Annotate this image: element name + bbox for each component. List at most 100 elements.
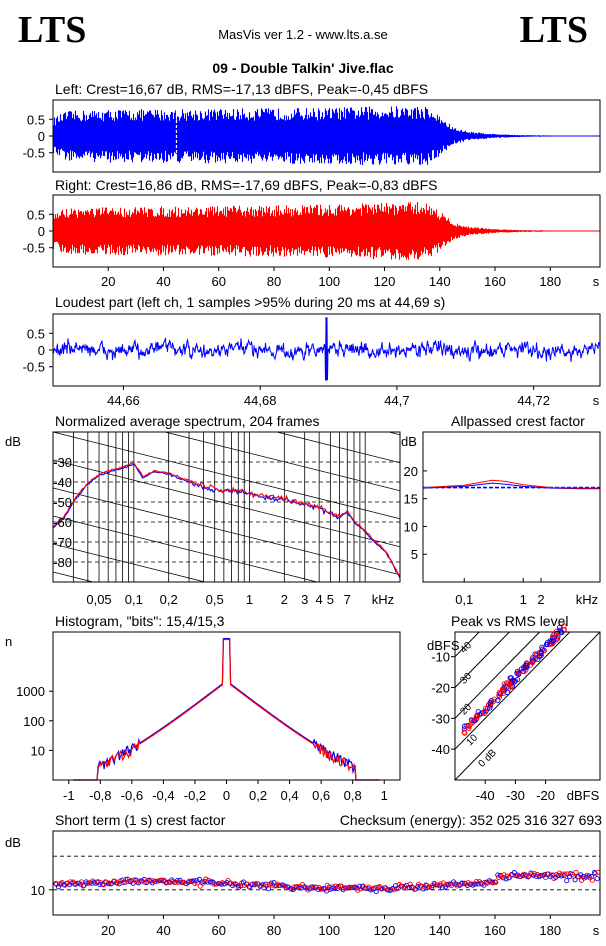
right-histogram-trace <box>73 638 380 781</box>
y-tick-label: -80 <box>53 555 72 570</box>
right-spectrum-trace <box>53 462 400 578</box>
short-crest-point <box>136 878 143 884</box>
peak-rms-diagonals <box>455 632 600 780</box>
short-crest-point <box>493 879 499 885</box>
app-title: MasVis ver 1.2 - www.lts.a.se <box>218 27 388 42</box>
x-axis-label: dBFS <box>567 788 600 803</box>
x-tick-label: 140 <box>429 274 451 289</box>
logo-left: LTS <box>18 9 87 51</box>
spectrum-frame <box>52 431 401 583</box>
short-crest-point <box>141 876 147 883</box>
short-crest-point <box>548 872 554 878</box>
short-crest-point <box>511 870 517 876</box>
short-crest-point <box>191 878 197 884</box>
short-crest-point <box>55 884 62 890</box>
loudest-part-plot: 0.5 0 -0.5 44,66 44,68 44,7 44,72 s <box>23 317 601 408</box>
x-tick-label: 4 <box>316 592 323 607</box>
short-crest-point <box>53 880 59 887</box>
short-crest-point <box>589 877 596 883</box>
short-crest-point <box>525 874 531 880</box>
peak-rms-point <box>529 659 536 666</box>
peak-rms-point <box>543 641 550 648</box>
short-crest-point <box>355 887 361 893</box>
x-tick-label: 0,1 <box>455 592 473 607</box>
slope-line <box>53 515 319 582</box>
crest-diagonal <box>455 632 600 780</box>
y-tick-label: -40 <box>431 742 450 757</box>
y-tick-label: 0.5 <box>27 207 45 222</box>
peak-rms-point <box>522 662 529 668</box>
x-tick-label: -1 <box>63 788 75 803</box>
spectrum-title: Normalized average spectrum, 204 frames <box>55 413 320 429</box>
short-crest-point <box>78 879 85 885</box>
short-crest-point <box>214 881 220 887</box>
short-crest-point <box>594 876 600 882</box>
y-tick-label: -0.5 <box>23 241 45 256</box>
spectrum-grid <box>53 432 400 582</box>
short-crest-point <box>475 881 481 887</box>
y-axis-label: dB <box>401 434 417 449</box>
peak-rms-point <box>532 651 538 657</box>
y-tick-label: 0 <box>38 224 45 239</box>
x-tick-label: 3 <box>301 592 308 607</box>
crest-diagonal <box>455 632 511 689</box>
short-crest-point <box>487 879 493 885</box>
short-crest-point <box>489 879 495 885</box>
loudest-frame <box>52 313 601 387</box>
spectrum-plot: dB -30 -40 -50 -60 -70 -80 0,05 0,1 0,2 0,5 1 2 3 4 5 7 k… <box>5 432 400 607</box>
y-tick-label: -30 <box>431 711 450 726</box>
x-tick-label: 100 <box>318 274 340 289</box>
histogram-plot: n 1000 100 10 -1 -0,8 -0,6 -0,4 -0,2 0 0,2 0,4 0,6 0,… <box>5 634 388 803</box>
peak-rms-point <box>482 710 488 717</box>
short-crest-point <box>341 885 347 891</box>
peak-rms-point <box>536 653 543 660</box>
short-crest-point <box>56 881 62 887</box>
x-tick-label: 20 <box>101 274 115 289</box>
peak-rms-point <box>554 634 561 640</box>
short-crest-point <box>326 884 332 890</box>
slope-line <box>53 459 400 548</box>
peak-rms-frame <box>454 631 601 781</box>
short-crest-point <box>252 882 258 888</box>
x-tick-label: 0 <box>223 788 230 803</box>
x-tick-label: -40 <box>476 788 495 803</box>
short-crest-point <box>404 885 410 891</box>
short-crest-point <box>415 883 421 890</box>
slope-line <box>53 432 400 520</box>
peak-rms-point <box>505 680 511 686</box>
peak-rms-point <box>495 697 501 703</box>
left-crest-trace <box>422 482 600 490</box>
x-tick-label: 0,1 <box>125 592 143 607</box>
short-crest-point <box>197 883 203 889</box>
left-waveform-frame <box>52 99 601 173</box>
short-crest-point <box>186 878 192 884</box>
y-axis-label: dB <box>5 835 21 850</box>
short-crest-point <box>194 877 200 884</box>
y-tick-label: 0 <box>38 129 45 144</box>
peak-rms-point <box>539 646 546 652</box>
x-tick-label: 0,5 <box>206 592 224 607</box>
short-crest-point <box>349 884 355 890</box>
crest-frame <box>422 431 601 583</box>
short-crest-point <box>471 881 477 887</box>
short-crest-point <box>249 882 255 888</box>
x-tick-label: 100 <box>318 923 340 938</box>
short-crest-point <box>189 878 195 884</box>
x-tick-label: -0,6 <box>121 788 143 803</box>
x-tick-label: -0,8 <box>89 788 111 803</box>
short-crest-point <box>105 881 111 887</box>
short-crest-point <box>368 886 375 892</box>
y-tick-label: 0 <box>38 343 45 358</box>
short-crest-point <box>374 884 380 890</box>
peak-rms-point <box>474 713 480 719</box>
peak-rms-point <box>462 730 468 736</box>
x-tick-label: 40 <box>156 923 170 938</box>
peak-rms-point <box>466 723 472 729</box>
y-tick-label: 15 <box>404 492 418 507</box>
short-crest-title: Short term (1 s) crest factor <box>55 812 226 828</box>
x-tick-label: 44,66 <box>107 393 140 408</box>
short-crest-point <box>178 879 184 885</box>
loudest-trace <box>52 317 601 381</box>
right-waveform-frame <box>52 194 601 268</box>
slope-line <box>275 432 400 464</box>
